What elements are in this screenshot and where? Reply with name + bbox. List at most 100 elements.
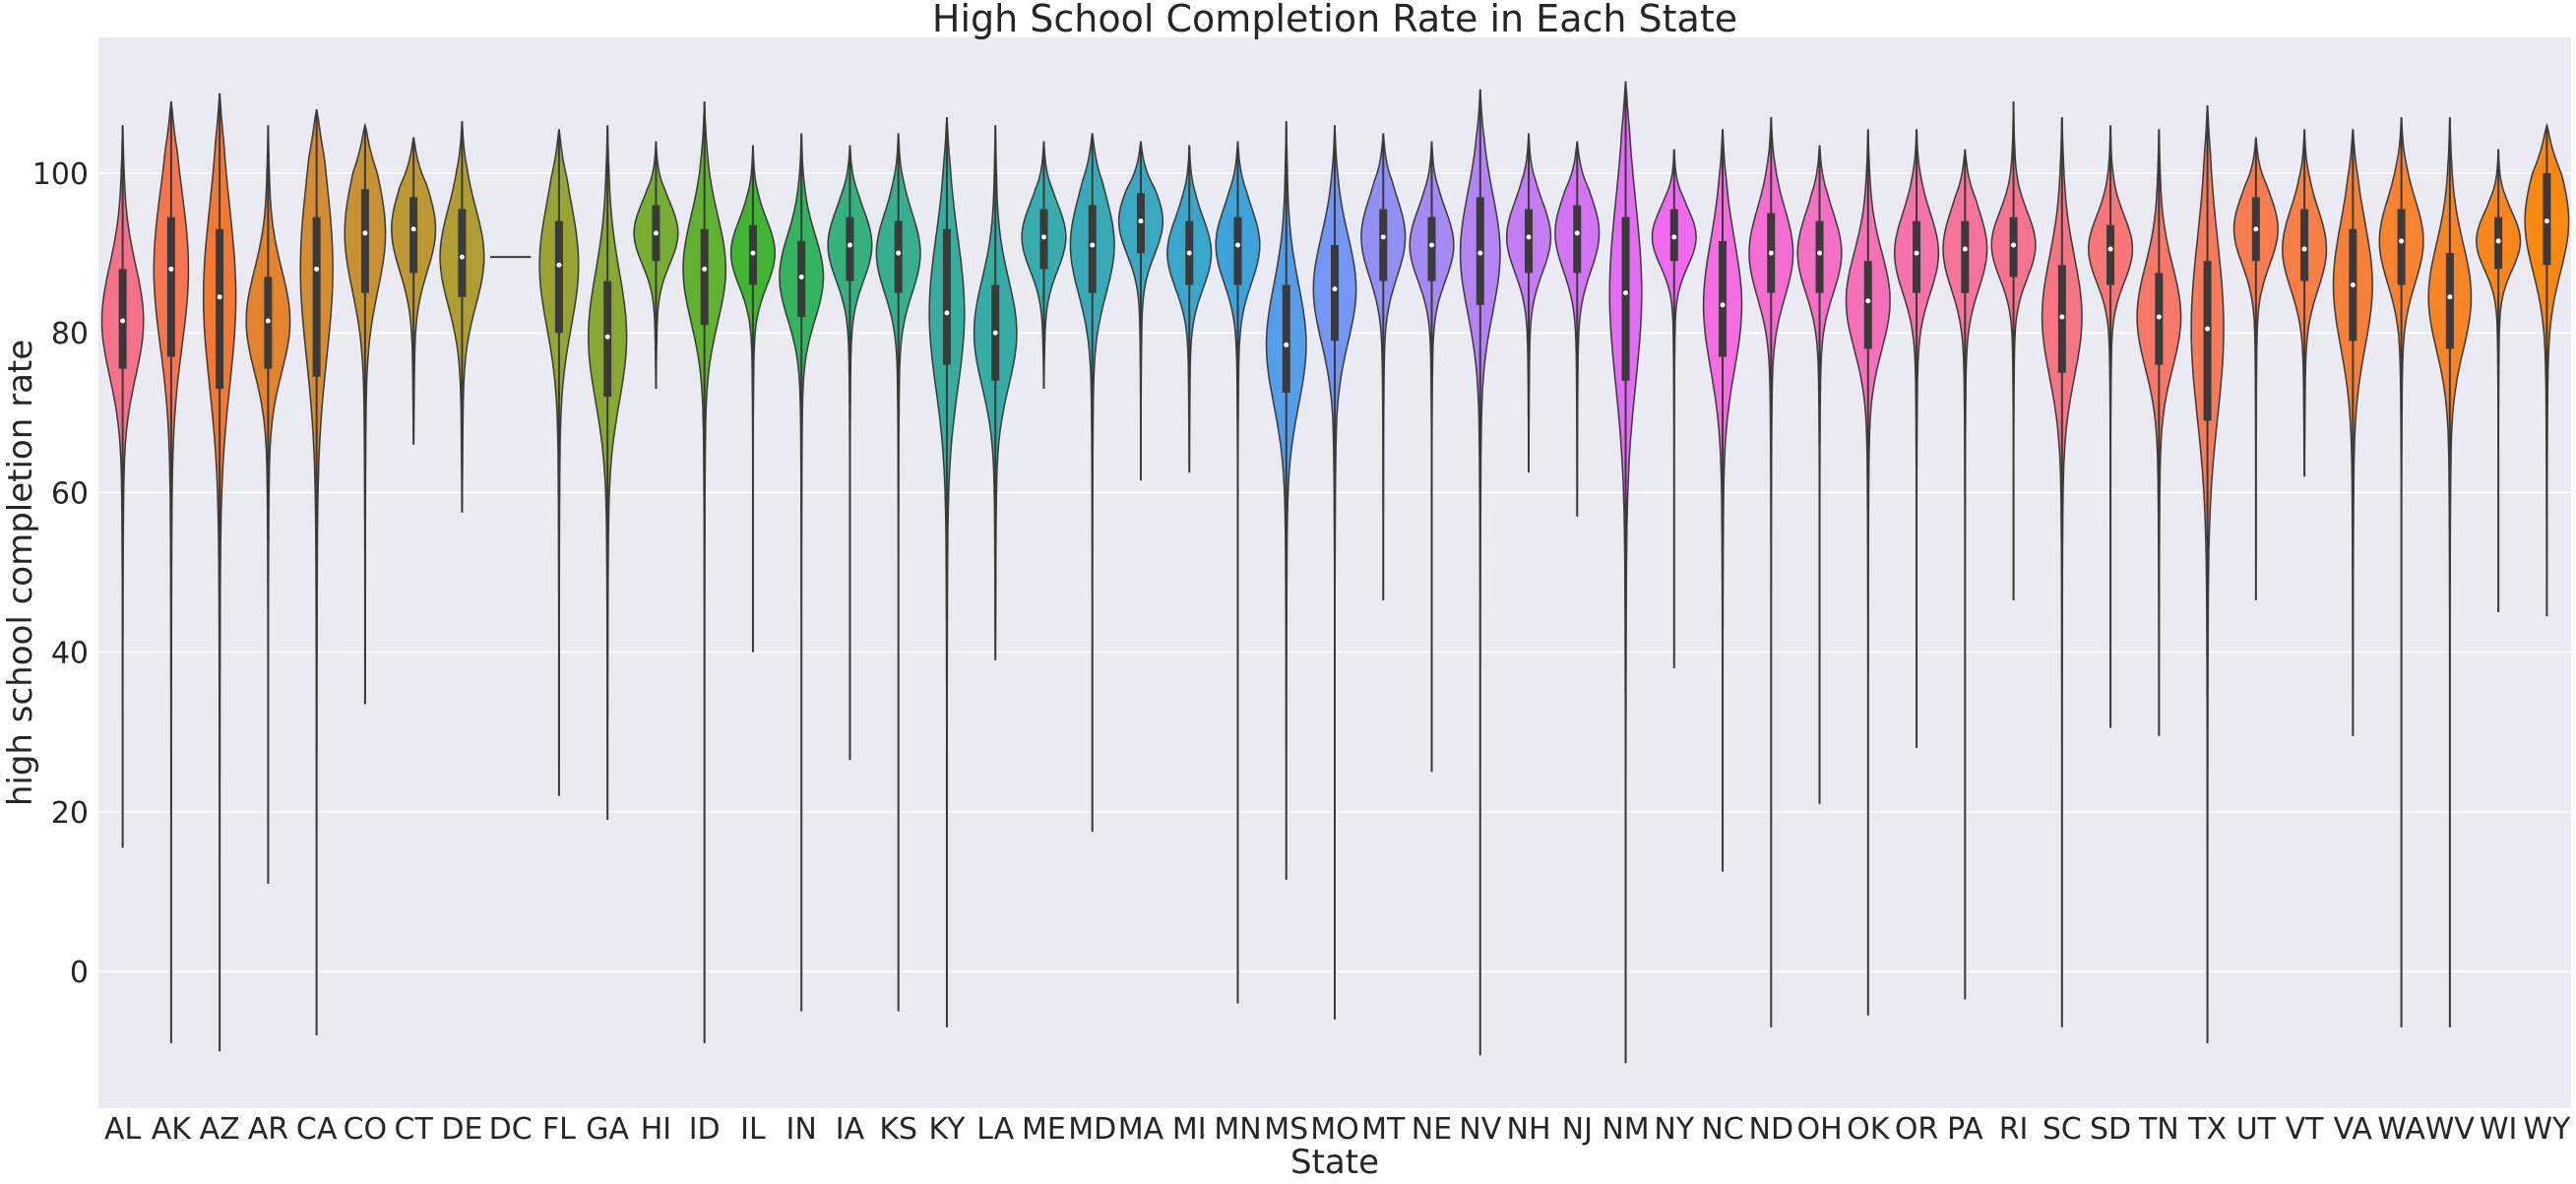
x-tick-label: GA [586, 1112, 629, 1147]
x-tick-label: ID [689, 1112, 721, 1147]
x-tick-label: MN [1214, 1112, 1261, 1147]
violin-iqr-box [216, 228, 224, 389]
x-tick-label: IA [836, 1112, 865, 1147]
x-tick-label: SC [2042, 1112, 2082, 1147]
violin-ok [1845, 129, 1891, 1016]
violin-ut [2232, 137, 2279, 600]
violin-median [2495, 238, 2501, 244]
y-tick-labels: 0 20 40 60 80 100 [32, 157, 89, 990]
x-tick-label: NM [1602, 1112, 1649, 1147]
chart-title: High School Completion Rate in Each Stat… [932, 0, 1737, 40]
x-axis-title: State [1290, 1143, 1379, 1182]
violin-sc [2041, 117, 2083, 1028]
violin-mi [1166, 145, 1213, 473]
violin-iqr-box [2300, 209, 2309, 281]
violin-median [168, 266, 174, 272]
violin-median [459, 254, 465, 260]
violin-iqr-box [1282, 284, 1290, 394]
violin-iqr-box [1088, 205, 1097, 293]
violin-median [1623, 290, 1629, 296]
violin-az [202, 93, 237, 1052]
violin-me [1021, 141, 1067, 390]
x-tick-label: PA [1947, 1112, 1983, 1147]
violin-median [750, 250, 756, 256]
x-tick-label: HI [641, 1112, 671, 1147]
violin-iqr-box [1233, 217, 1242, 285]
y-tick-label: 40 [51, 637, 89, 671]
violin-wv [2427, 117, 2473, 1028]
x-tick-label: RI [1999, 1112, 2029, 1147]
violin-median [1574, 230, 1580, 236]
violin-iqr-box [1815, 220, 1824, 293]
violin-nd [1748, 117, 1794, 1028]
violin-median [1284, 342, 1289, 347]
violin-sd [2088, 125, 2134, 728]
violin-iqr-box [1331, 244, 1339, 342]
x-tick-label: WV [2425, 1112, 2476, 1147]
y-tick-label: 0 [70, 956, 89, 990]
x-tick-label: AK [152, 1112, 193, 1147]
violin-mt [1360, 133, 1407, 600]
violin-iqr-box [1621, 217, 1630, 381]
y-tick-label: 60 [51, 476, 89, 511]
violin-iqr-box [2203, 261, 2212, 421]
violin-ia [827, 145, 873, 761]
violin-md [1069, 133, 1115, 833]
violin-median [1186, 250, 1192, 256]
x-tick-labels: AL AK AZ AR CA CO CT DE DC FL GA HI ID IL IN IA KS KY LA ME… [104, 1112, 2571, 1147]
x-tick-label: OH [1796, 1112, 1842, 1147]
violin-median [2544, 218, 2549, 224]
violin-iqr-box [554, 220, 563, 334]
violin-ri [1990, 100, 2037, 600]
violin-mo [1312, 125, 1357, 1020]
violin-median [1380, 234, 1386, 240]
violin-median [1768, 250, 1774, 256]
violin-co [344, 122, 387, 705]
violin-median [1720, 302, 1726, 308]
violin-iqr-box [1573, 205, 1582, 274]
violin-nh [1505, 133, 1552, 473]
x-tick-label: LA [976, 1112, 1014, 1147]
violin-iqr-box [360, 189, 369, 293]
x-tick-label: AZ [200, 1112, 240, 1147]
violin-iqr-box [166, 217, 175, 357]
violin-median [217, 294, 222, 300]
violin-median [2156, 314, 2162, 320]
x-tick-label: MI [1172, 1112, 1207, 1147]
y-axis-title: high school completion rate [1, 340, 40, 806]
violin-wa [2378, 117, 2424, 1028]
x-tick-label: CO [344, 1112, 388, 1147]
x-tick-label: NY [1654, 1112, 1694, 1147]
violin-median [944, 310, 950, 316]
violin-ky [928, 117, 966, 1028]
violin-nv [1459, 89, 1501, 1056]
x-tick-label: VA [2334, 1112, 2373, 1147]
violin-iqr-box [894, 220, 903, 293]
violin-wi [2476, 149, 2522, 613]
x-tick-label: MT [1361, 1112, 1406, 1147]
x-tick-label: ME [1022, 1112, 1066, 1147]
y-tick-label: 20 [51, 796, 89, 831]
violin-median [702, 266, 708, 272]
x-tick-label: CT [395, 1112, 434, 1147]
x-tick-label: WI [2480, 1112, 2518, 1147]
violin-median [2399, 238, 2405, 244]
violin-median [896, 250, 902, 256]
violin-tx [2190, 105, 2225, 1043]
violin-va [2332, 129, 2373, 736]
violin-fl [538, 129, 580, 796]
violin-or [1893, 129, 1940, 748]
y-tick-label: 80 [51, 317, 89, 351]
violin-median [798, 274, 804, 280]
x-tick-label: NC [1701, 1112, 1743, 1147]
x-tick-label: KS [879, 1112, 917, 1147]
violin-median [1090, 242, 1096, 248]
violin-median [1234, 242, 1240, 248]
violin-iqr-box [1427, 217, 1436, 281]
x-tick-label: NV [1459, 1112, 1501, 1147]
x-tick-label: DE [441, 1112, 482, 1147]
violin-median [1138, 218, 1144, 224]
x-tick-label: MO [1310, 1112, 1359, 1147]
violin-la [973, 125, 1018, 660]
